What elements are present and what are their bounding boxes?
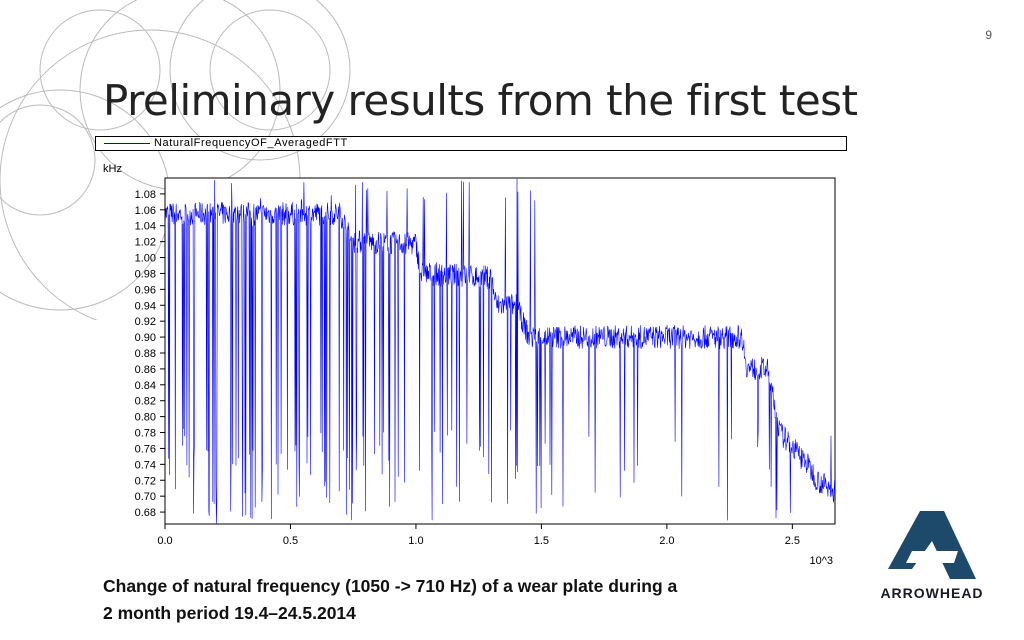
legend-swatch <box>104 143 150 144</box>
y-tick-label: 0.70 <box>135 491 156 503</box>
slide-caption: Change of natural frequency (1050 -> 710… <box>103 573 863 627</box>
x-tick-label: 0.5 <box>283 535 298 547</box>
frequency-chart: kHz 1.08 1.06 1.04 1.02 1.00 0.98 0.96 0.94 0.92 0… <box>103 163 836 566</box>
y-tick-label: 0.88 <box>135 348 156 360</box>
y-tick-label: 0.86 <box>135 364 156 376</box>
y-tick-label: 1.08 <box>135 189 156 201</box>
y-tick-label: 0.68 <box>135 507 156 519</box>
y-tick-label: 1.00 <box>135 253 156 265</box>
x-tick-label: 0.0 <box>157 535 172 547</box>
x-axis-label: 10^3 <box>809 555 833 566</box>
deco-circle <box>209 9 331 131</box>
y-tick-label: 0.74 <box>135 459 156 471</box>
chart-legend: NaturalFrequencyOF_AveragedFTT <box>95 136 847 151</box>
y-tick-label: 0.92 <box>135 316 156 328</box>
y-axis-label: kHz <box>103 163 122 175</box>
y-tick-label: 1.04 <box>135 221 156 233</box>
y-tick-label: 0.76 <box>135 443 156 455</box>
y-tick-label: 0.94 <box>135 300 156 312</box>
caption-line-2: 2 month period 19.4–24.5.2014 <box>103 603 356 623</box>
x-tick-label: 2.0 <box>659 535 674 547</box>
y-tick-label: 1.02 <box>135 237 156 249</box>
x-tick-label: 1.0 <box>408 535 423 547</box>
y-tick-label: 0.98 <box>135 268 156 280</box>
series-line-naturalfrequency <box>164 178 836 524</box>
caption-line-1: Change of natural frequency (1050 -> 710… <box>103 576 678 596</box>
y-tick-label: 1.06 <box>135 205 156 217</box>
legend-label: NaturalFrequencyOF_AveragedFTT <box>154 137 348 149</box>
slide-title: Preliminary results from the first test <box>103 76 858 125</box>
deco-circle <box>0 104 96 216</box>
y-tick-label: 0.90 <box>135 332 156 344</box>
y-tick-label: 0.96 <box>135 284 156 296</box>
x-tick-label: 2.5 <box>785 535 800 547</box>
y-tick-label: 0.72 <box>135 475 156 487</box>
y-tick-label: 0.84 <box>135 380 156 392</box>
arrowhead-logo-icon <box>888 511 976 579</box>
deco-circle <box>39 9 161 131</box>
deco-circle <box>169 0 351 161</box>
y-tick-label: 0.82 <box>135 396 156 408</box>
y-tick-label: 0.80 <box>135 412 156 424</box>
logo-text: ARROWHEAD <box>880 585 984 601</box>
slide-number: 9 <box>985 28 992 42</box>
x-tick-label: 1.5 <box>534 535 549 547</box>
plot-frame <box>164 177 836 525</box>
arrowhead-logo: ARROWHEAD <box>872 507 992 607</box>
y-tick-label: 0.78 <box>135 428 156 440</box>
